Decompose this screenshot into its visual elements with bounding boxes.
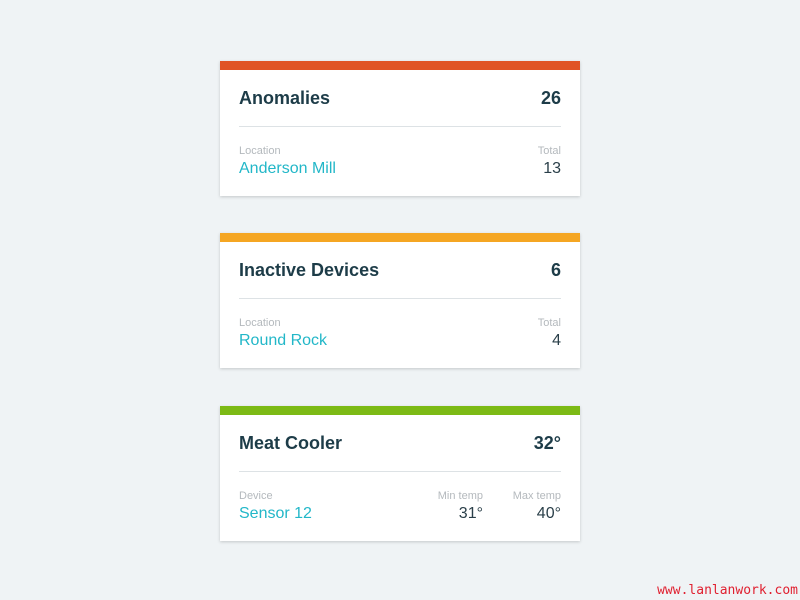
divider <box>239 298 561 299</box>
card-title: Inactive Devices <box>239 260 380 280</box>
device-label: Device <box>239 490 273 502</box>
min-temp-value: 31° <box>458 505 483 522</box>
total-label: Total <box>537 145 561 157</box>
divider <box>239 471 561 472</box>
min-temp-label: Min temp <box>437 490 483 502</box>
watermark: www.lanlanwork.com <box>657 583 798 598</box>
location-label: Location <box>239 145 281 157</box>
card-color-bar <box>220 61 580 70</box>
total-value: 13 <box>543 160 561 177</box>
total-value: 4 <box>552 332 561 349</box>
card-count: 26 <box>540 88 561 108</box>
max-temp-value: 40° <box>536 505 561 522</box>
card-title: Meat Cooler <box>239 433 343 453</box>
location-link[interactable]: Round Rock <box>239 332 328 349</box>
max-temp-label: Max temp <box>512 490 561 502</box>
meat-cooler-card[interactable]: Meat Cooler 32° Device Sensor 12 Min temp 3… <box>220 406 580 541</box>
anomalies-card[interactable]: Anomalies 26 Location Anderson Mill Total 1… <box>220 61 580 196</box>
location-link[interactable]: Anderson Mill <box>239 160 336 177</box>
divider <box>239 126 561 127</box>
card-title: Anomalies <box>239 88 331 108</box>
card-count: 6 <box>550 260 561 280</box>
current-temp: 32° <box>533 433 561 453</box>
device-link[interactable]: Sensor 12 <box>239 505 312 522</box>
inactive-devices-card[interactable]: Inactive Devices 6 Location Round Rock Tot… <box>220 233 580 368</box>
card-color-bar <box>220 233 580 242</box>
location-label: Location <box>239 317 281 329</box>
total-label: Total <box>537 317 561 329</box>
card-color-bar <box>220 406 580 415</box>
